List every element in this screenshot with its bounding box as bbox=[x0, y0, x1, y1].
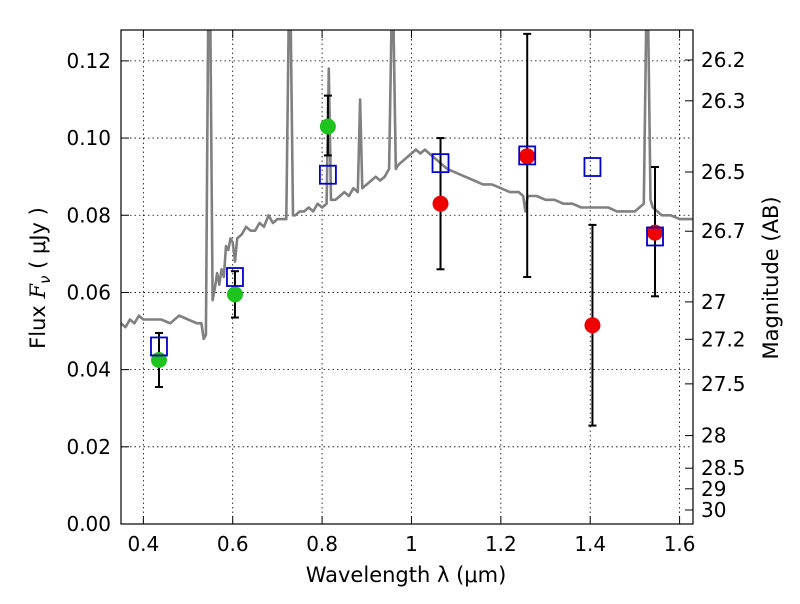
model-square bbox=[226, 267, 244, 287]
y-tick-label: 0.02 bbox=[66, 435, 111, 459]
model-square bbox=[646, 226, 664, 247]
y-axis-ticks: 0.00 0.02 0.04 0.06 0.08 0.10 0.12 bbox=[66, 49, 129, 536]
data-point bbox=[319, 118, 336, 135]
x-tick-label: 0.4 bbox=[127, 532, 159, 556]
y-axis-label-units: ( μJy ) bbox=[26, 207, 50, 275]
model-square bbox=[518, 145, 537, 166]
x-tick-label: 0.8 bbox=[306, 532, 338, 556]
y-tick-label: 0.00 bbox=[66, 512, 111, 536]
y-tick-label: 0.12 bbox=[66, 49, 111, 73]
spectrum-series bbox=[121, 30, 693, 341]
magnitude-tick-label: 26.3 bbox=[701, 89, 746, 113]
model-square bbox=[583, 157, 602, 177]
data-markers bbox=[150, 118, 664, 368]
magnitude-tick-label: 26.5 bbox=[701, 160, 746, 184]
y-tick-label: 0.08 bbox=[66, 203, 111, 227]
y-axis-label-text: Flux bbox=[26, 299, 50, 349]
magnitude-tick-label: 28.5 bbox=[701, 456, 746, 480]
magnitude-tick-label: 28 bbox=[701, 424, 726, 448]
magnitude-tick-label: 27.5 bbox=[701, 372, 746, 396]
errorbars bbox=[154, 32, 660, 427]
y-tick-label: 0.04 bbox=[66, 358, 111, 382]
magnitude-tick-label: 29 bbox=[701, 477, 726, 501]
magnitude-axis-label: Magnitude (AB) bbox=[759, 196, 783, 359]
data-point bbox=[150, 351, 167, 368]
magnitude-tick-label: 27.2 bbox=[701, 327, 746, 351]
data-point bbox=[432, 195, 449, 212]
x-axis-ticks: 0.4 0.6 0.8 1 1.2 1.4 1.6 bbox=[127, 30, 696, 556]
y-axis-label-symbol: F bbox=[26, 283, 50, 300]
data-point bbox=[519, 148, 536, 165]
x-tick-label: 0.6 bbox=[217, 532, 249, 556]
magnitude-tick-label: 26.7 bbox=[701, 219, 746, 243]
model-square bbox=[150, 336, 168, 357]
magnitude-tick-label: 30 bbox=[701, 498, 726, 522]
magnitude-tick-label: 27 bbox=[701, 290, 726, 314]
data-point bbox=[584, 317, 601, 334]
x-axis-label: Wavelength λ (μm) bbox=[306, 563, 507, 587]
y-axis-label-subscript: ν bbox=[36, 276, 54, 284]
x-tick-label: 1.6 bbox=[664, 532, 696, 556]
y-axis-label: Flux Fν ( μJy ) bbox=[26, 207, 54, 349]
data-point bbox=[647, 224, 664, 241]
spectrum-line bbox=[121, 30, 693, 341]
model-square bbox=[431, 153, 450, 174]
x-tick-label: 1 bbox=[405, 532, 418, 556]
y-tick-label: 0.06 bbox=[66, 280, 111, 304]
magnitude-tick-label: 26.2 bbox=[701, 48, 746, 72]
model-square bbox=[319, 164, 337, 185]
x-tick-label: 1.4 bbox=[574, 532, 606, 556]
plot-frame bbox=[120, 29, 694, 525]
y-tick-label: 0.10 bbox=[66, 126, 111, 150]
x-tick-label: 1.2 bbox=[485, 532, 517, 556]
data-point bbox=[226, 286, 243, 303]
